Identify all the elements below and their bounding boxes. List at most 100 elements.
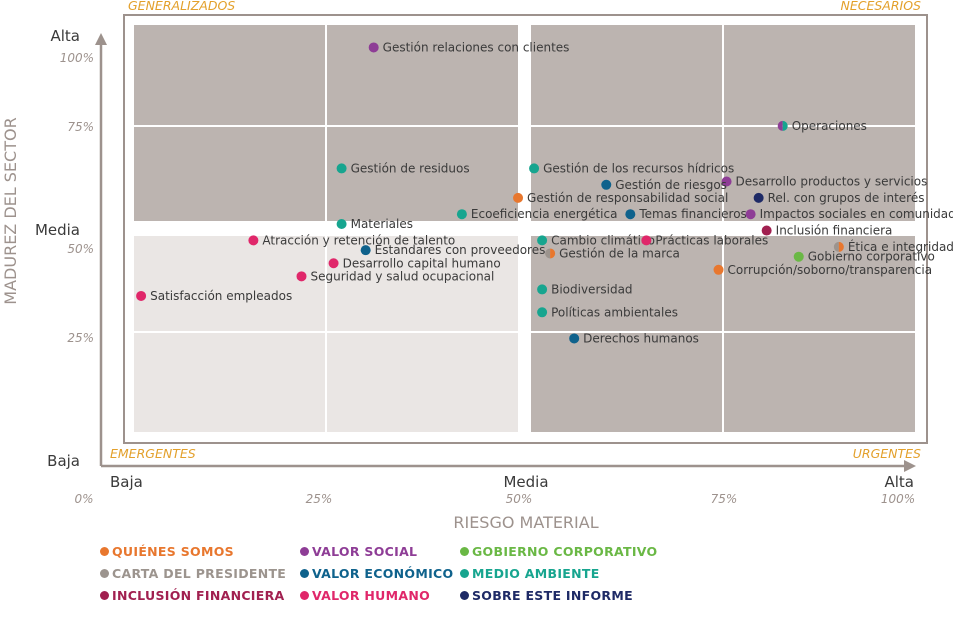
data-point[interactable]: Prácticas laborales	[641, 233, 768, 247]
data-point-marker-half	[838, 241, 844, 252]
y-tick-label-75: 75%	[67, 120, 94, 134]
data-point-marker	[745, 209, 756, 220]
x-tick-label-25: 25%	[306, 492, 333, 506]
data-point-label: Derechos humanos	[583, 331, 699, 345]
data-point[interactable]: Gobierno corporativo	[793, 250, 935, 264]
legend-item-quienes-somos[interactable]: QUIÉNES SOMOS	[100, 544, 234, 559]
data-point-label: Operaciones	[792, 119, 867, 133]
legend-item-gobierno-corporativo[interactable]: GOBIERNO CORPORATIVO	[460, 544, 657, 559]
data-point-label: Satisfacción empleados	[150, 289, 292, 303]
y-tick-label-25: 25%	[67, 331, 94, 345]
data-point[interactable]: Seguridad y salud ocupacional	[296, 269, 495, 283]
data-point-label: Prácticas laborales	[655, 233, 768, 247]
data-point[interactable]: Atracción y retención de talento	[248, 233, 455, 247]
data-point[interactable]: Satisfacción empleados	[136, 289, 292, 303]
x-level-label-baja: Baja	[110, 473, 143, 491]
y-axis-title: MADUREZ DEL SECTOR	[1, 117, 20, 304]
quadrant-labels: GENERALIZADOS NECESARIOS EMERGENTES URGE…	[110, 0, 921, 461]
data-point-marker	[336, 163, 347, 174]
data-points: Gestión relaciones con clientes Operacion…	[136, 40, 953, 345]
data-point[interactable]: Gestión de responsabilidad social	[513, 191, 728, 205]
data-point-marker	[529, 163, 540, 174]
quadrant-label-necesarios: NECESARIOS	[840, 0, 921, 13]
data-point[interactable]: Biodiversidad	[537, 282, 633, 296]
legend-item-carta-del-presidente[interactable]: CARTA DEL PRESIDENTE	[100, 566, 286, 581]
data-point-label: Materiales	[351, 217, 413, 231]
x-tick-label-0: 0%	[74, 492, 93, 506]
data-point-marker	[761, 225, 772, 236]
data-point-label: Ecoeficiencia energética	[471, 207, 618, 221]
data-point-marker	[641, 235, 652, 246]
data-point[interactable]: Cambio climático	[537, 233, 655, 247]
data-point[interactable]: Desarrollo productos y servicios	[721, 175, 928, 189]
data-point-marker-half	[782, 120, 788, 131]
quadrant-label-urgentes: URGENTES	[853, 446, 921, 461]
y-axis-arrow-icon	[95, 33, 107, 45]
legend-label: MEDIO AMBIENTE	[472, 566, 600, 581]
legend-item-valor-humano[interactable]: VALOR HUMANO	[300, 588, 430, 603]
data-point-label: Temas financieros	[638, 207, 746, 221]
x-percent-labels: 0% 25% 50% 75% 100%	[74, 492, 915, 506]
legend-label: INCLUSIÓN FINANCIERA	[112, 588, 285, 603]
legend-item-sobre-este-informe[interactable]: SOBRE ESTE INFORME	[460, 588, 633, 603]
legend-item-valor-social[interactable]: VALOR SOCIAL	[300, 544, 417, 559]
data-point[interactable]: Operaciones	[777, 119, 867, 133]
data-point-marker	[713, 264, 724, 275]
x-level-label-alta: Alta	[884, 473, 914, 491]
data-point-marker-half	[545, 248, 551, 259]
data-point[interactable]: Gestión de la marca	[545, 246, 680, 260]
data-point[interactable]: Ética e integridad	[833, 239, 953, 254]
quadrant-label-generalizados: GENERALIZADOS	[128, 0, 235, 13]
data-point-marker-half	[550, 248, 556, 259]
data-point-marker	[456, 209, 467, 220]
data-point-label: Atracción y retención de talento	[262, 233, 455, 247]
data-point[interactable]: Rel. con grupos de interés	[753, 191, 925, 205]
data-point[interactable]: Gestión de los recursos hídricos	[529, 161, 734, 175]
data-point[interactable]: Materiales	[336, 217, 413, 231]
data-point-marker	[721, 176, 732, 187]
data-point-marker	[248, 235, 259, 246]
data-point-marker	[368, 42, 379, 53]
legend-dot-icon	[300, 547, 309, 556]
legend-item-inclusion-financiera[interactable]: INCLUSIÓN FINANCIERA	[100, 588, 285, 603]
legend-dot-icon	[100, 569, 109, 578]
data-point-label: Estandares con proveedores	[375, 243, 546, 257]
data-point[interactable]: Inclusión financiera	[761, 224, 893, 238]
legend-label: QUIÉNES SOMOS	[112, 544, 234, 559]
data-point-marker	[296, 271, 307, 282]
data-point[interactable]: Ecoeficiencia energética	[456, 207, 618, 221]
legend-dot-icon	[460, 547, 469, 556]
y-level-label-baja: Baja	[47, 452, 80, 470]
data-point-marker	[537, 235, 548, 246]
x-tick-label-50: 50%	[506, 492, 533, 506]
data-point[interactable]: Gestión relaciones con clientes	[368, 40, 570, 54]
legend-item-valor-economico[interactable]: VALOR ECONÓMICO	[300, 566, 453, 581]
data-point[interactable]: Gestión de residuos	[336, 161, 470, 175]
data-point[interactable]: Temas financieros	[625, 207, 747, 221]
legend-label: CARTA DEL PRESIDENTE	[112, 566, 287, 581]
data-point-label: Gestión de residuos	[351, 161, 470, 175]
x-level-label-media: Media	[503, 473, 548, 491]
data-point-label: Inclusión financiera	[776, 224, 893, 238]
data-point[interactable]: Políticas ambientales	[537, 305, 678, 319]
data-point-label: Corrupción/soborno/transparencia	[728, 263, 933, 277]
data-point-label: Gestión de responsabilidad social	[527, 191, 728, 205]
data-point[interactable]: Derechos humanos	[569, 331, 699, 345]
data-point[interactable]: Estandares con proveedores	[360, 243, 546, 257]
data-point[interactable]: Corrupción/soborno/transparencia	[713, 263, 933, 277]
quadrant-label-emergentes: EMERGENTES	[110, 446, 196, 461]
y-level-labels: Alta Media Baja	[35, 27, 80, 470]
data-point[interactable]: Impactos sociales en comunidades	[745, 207, 953, 221]
data-point-label: Gestión de la marca	[559, 246, 680, 260]
legend-label: VALOR ECONÓMICO	[312, 566, 454, 581]
data-point-marker	[625, 209, 636, 220]
legend-item-medio-ambiente[interactable]: MEDIO AMBIENTE	[460, 566, 600, 581]
data-point-label: Ética e integridad	[848, 239, 953, 254]
legend-dot-icon	[300, 591, 309, 600]
legend-dot-icon	[300, 569, 309, 578]
data-point-marker	[513, 192, 524, 203]
outer-frame	[123, 14, 928, 444]
data-point[interactable]: Gestión de riesgos	[601, 178, 727, 192]
data-point-marker-half	[833, 241, 839, 252]
data-point[interactable]: Desarrollo capital humano	[328, 256, 501, 270]
